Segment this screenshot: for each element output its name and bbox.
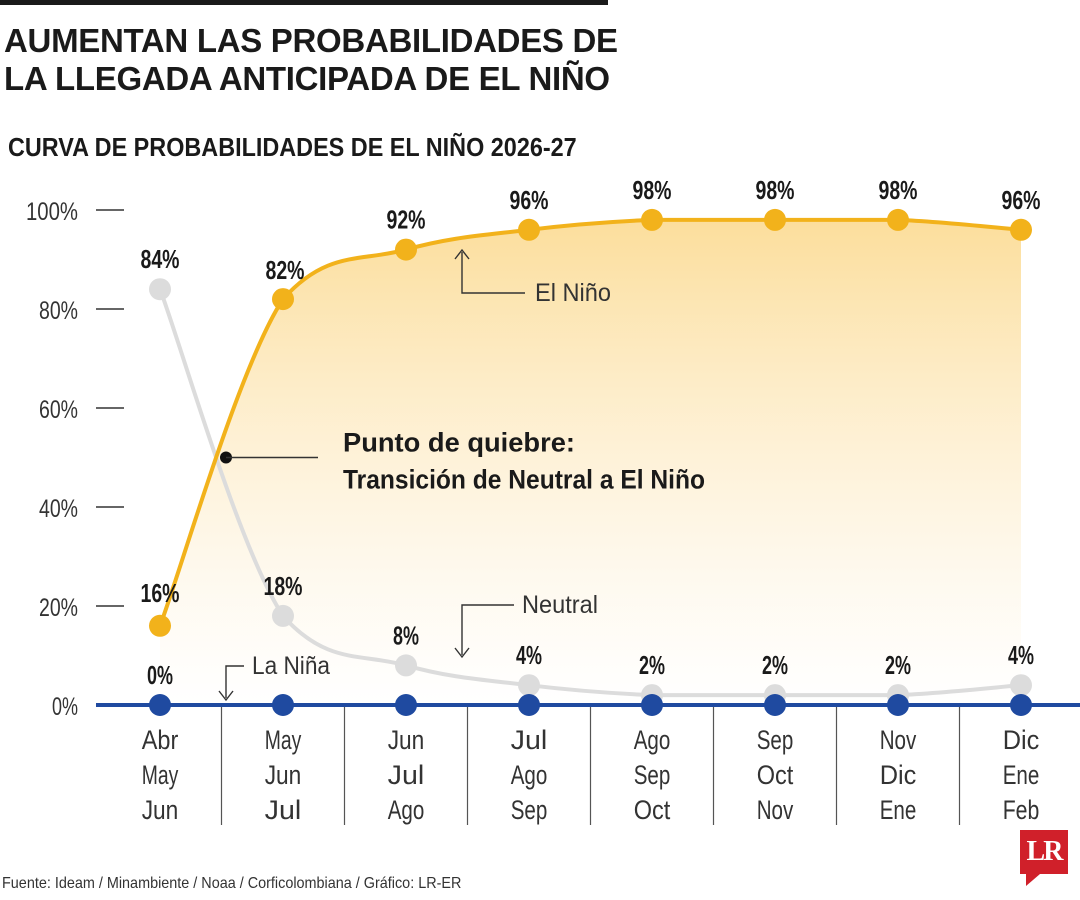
x-tick-label: Ene [1003, 760, 1040, 790]
y-tick-label: 20% [39, 594, 78, 622]
x-tick-label: Dic [880, 760, 917, 790]
x-tick-label: Oct [634, 795, 671, 825]
x-tick-label: Ago [388, 795, 425, 825]
la-nina-value-label: 0% [147, 660, 173, 690]
x-tick-label: Jun [388, 725, 425, 755]
x-tick-label: May [265, 725, 302, 755]
la-nina-callout-label: La Niña [252, 652, 330, 680]
la-nina-point [272, 694, 294, 716]
x-tick-label: Ene [880, 795, 917, 825]
el-nino-area [160, 219, 1021, 705]
el-nino-point [887, 208, 909, 231]
el-nino-point [764, 208, 786, 231]
x-tick-label: Jun [265, 760, 302, 790]
x-tick-label: Feb [1003, 795, 1040, 825]
neutral-point [149, 278, 171, 301]
x-tick-label: Sep [757, 725, 794, 755]
neutral-point [395, 654, 417, 677]
x-tick-label: Nov [880, 725, 917, 755]
el-nino-value-label: 98% [879, 175, 918, 205]
probability-chart: 100% 80% 60% 40% 20% 0% Abr May Jun May Jun Jul Jun J… [26, 175, 1080, 825]
la-nina-point [764, 694, 786, 716]
neutral-line [158, 288, 1022, 698]
la-nina-point [641, 694, 663, 716]
neutral-callout-line [461, 604, 514, 655]
neutral-point [518, 674, 540, 697]
el-nino-point [272, 288, 294, 311]
neutral-callout-label: Neutral [522, 591, 598, 619]
crossover-title: Punto de quiebre: [343, 428, 575, 458]
headline: AUMENTAN LAS PROBABILIDADES DE LA LLEGAD… [4, 22, 618, 97]
el-nino-value-label: 96% [1002, 185, 1041, 215]
y-tick-label: 0% [52, 693, 78, 721]
neutral-value-label: 2% [639, 650, 665, 680]
y-tick-label: 40% [39, 495, 78, 523]
x-tick-label: Jul [511, 725, 548, 755]
el-nino-value-label: 82% [266, 255, 305, 285]
la-nina-callout-arrow [218, 690, 234, 702]
el-nino-point [641, 208, 663, 231]
x-tick-label: May [142, 760, 179, 790]
neutral-value-label: 2% [885, 650, 911, 680]
x-tick-label: Jul [388, 760, 425, 790]
crossover-text: Transición de Neutral a El Niño [343, 465, 705, 495]
neutral-point [272, 604, 294, 627]
top-rule [0, 0, 608, 5]
el-nino-callout-label: El Niño [535, 279, 611, 307]
el-nino-point [395, 238, 417, 261]
y-tick-label: 80% [39, 297, 78, 325]
neutral-value-label: 2% [762, 650, 788, 680]
la-nina-point [1010, 694, 1032, 716]
el-nino-callout-arrow [454, 248, 470, 260]
el-nino-callout-line [461, 252, 525, 294]
x-tick-label: Dic [1003, 725, 1040, 755]
x-tick-label: Jul [265, 795, 302, 825]
chart-title: CURVA DE PROBABILIDADES DE EL NIÑO 2026-… [8, 132, 577, 162]
y-tick-label: 60% [39, 396, 78, 424]
x-tick-label: Ago [511, 760, 548, 790]
el-nino-point [149, 614, 171, 637]
la-nina-point [149, 694, 171, 716]
x-tick-label: Sep [511, 795, 548, 825]
x-tick-label: Abr [142, 725, 179, 755]
x-tick-label: Sep [634, 760, 671, 790]
x-tick-label: Oct [757, 760, 794, 790]
el-nino-value-label: 16% [141, 578, 180, 608]
source-note: Fuente: Ideam / Minambiente / Noaa / Cor… [2, 875, 462, 892]
logo-text: LR [1026, 836, 1064, 867]
neutral-value-label: 18% [264, 571, 303, 601]
el-nino-value-label: 98% [633, 175, 672, 205]
el-nino-value-label: 92% [387, 205, 426, 235]
el-nino-line [158, 217, 1022, 627]
neutral-point [1010, 674, 1032, 697]
el-nino-point [518, 218, 540, 241]
la-nina-callout-line [225, 665, 244, 698]
el-nino-point [1010, 218, 1032, 241]
neutral-value-label: 4% [516, 640, 542, 670]
neutral-value-label: 84% [141, 244, 180, 274]
lr-logo: LR [1020, 830, 1068, 888]
el-nino-value-label: 96% [510, 185, 549, 215]
neutral-callout-arrow [454, 647, 470, 659]
x-tick-label: Ago [634, 725, 671, 755]
la-nina-point [518, 694, 540, 716]
x-tick-label: Nov [757, 795, 794, 825]
la-nina-point [395, 694, 417, 716]
neutral-value-label: 4% [1008, 640, 1034, 670]
la-nina-point [887, 694, 909, 716]
el-nino-value-label: 98% [756, 175, 795, 205]
x-tick-label: Jun [142, 795, 179, 825]
y-tick-label: 100% [26, 198, 78, 226]
neutral-value-label: 8% [393, 620, 419, 650]
